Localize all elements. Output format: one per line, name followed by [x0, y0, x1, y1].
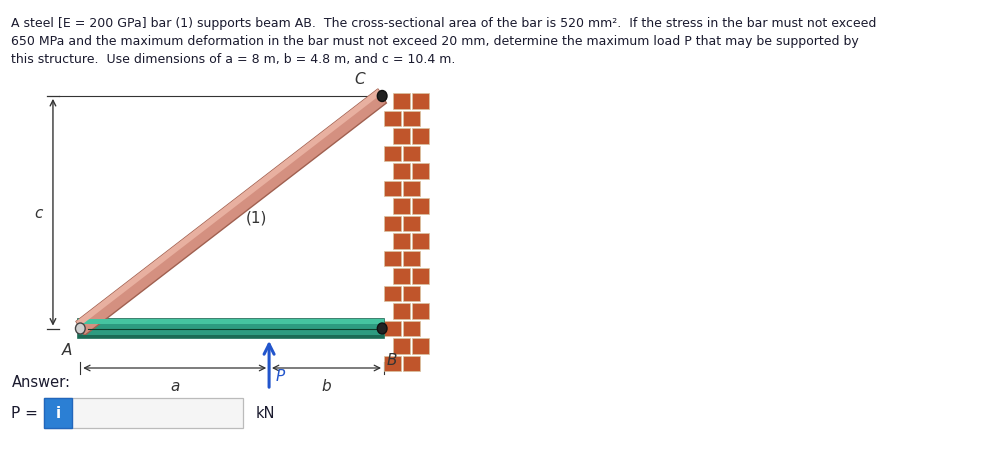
Text: P =: P =	[12, 406, 43, 421]
Circle shape	[378, 323, 387, 334]
Bar	[384, 217, 401, 231]
Polygon shape	[77, 90, 381, 327]
Text: A: A	[62, 342, 73, 357]
Bar	[393, 129, 410, 144]
Bar	[412, 199, 430, 214]
Bar	[412, 129, 430, 144]
Bar	[403, 112, 420, 127]
Text: P: P	[276, 369, 284, 384]
Polygon shape	[77, 90, 387, 336]
Bar	[44, 398, 73, 428]
Bar	[412, 234, 430, 249]
Bar	[384, 147, 401, 162]
Bar	[393, 199, 410, 214]
Text: this structure.  Use dimensions of a = 8 m, b = 4.8 m, and c = 10.4 m.: this structure. Use dimensions of a = 8 …	[12, 53, 456, 66]
Bar	[403, 217, 420, 231]
Text: i: i	[56, 406, 61, 421]
Bar	[412, 269, 430, 284]
Text: b: b	[322, 378, 332, 393]
Bar	[393, 234, 410, 249]
Bar	[393, 164, 410, 179]
Bar	[412, 164, 430, 179]
Bar	[403, 147, 420, 162]
Bar	[77, 336, 384, 338]
Bar	[393, 269, 410, 284]
Bar	[403, 356, 420, 371]
Text: B: B	[387, 353, 397, 368]
Text: (1): (1)	[245, 210, 267, 225]
Text: c: c	[34, 205, 43, 220]
Text: C: C	[354, 72, 365, 87]
Text: Answer:: Answer:	[12, 374, 71, 389]
Bar	[403, 321, 420, 336]
Bar	[412, 304, 430, 319]
Bar	[384, 287, 401, 301]
Circle shape	[76, 323, 85, 334]
Bar	[44, 398, 242, 428]
Text: kN: kN	[256, 406, 276, 421]
Bar	[384, 181, 401, 197]
Bar	[412, 94, 430, 109]
Bar	[393, 339, 410, 354]
Bar	[384, 251, 401, 267]
Text: A steel [E = 200 GPa] bar (1) supports beam AB.  The cross-sectional area of the: A steel [E = 200 GPa] bar (1) supports b…	[12, 17, 877, 30]
Text: 650 MPa and the maximum deformation in the bar must not exceed 20 mm, determine : 650 MPa and the maximum deformation in t…	[12, 35, 859, 48]
Bar	[403, 287, 420, 301]
Bar	[403, 181, 420, 197]
Bar	[77, 319, 384, 325]
Circle shape	[378, 91, 387, 102]
Bar	[393, 94, 410, 109]
Bar	[384, 321, 401, 336]
Bar	[403, 251, 420, 267]
Bar	[412, 339, 430, 354]
Bar	[393, 304, 410, 319]
Bar	[77, 319, 384, 338]
Bar	[384, 356, 401, 371]
Text: a: a	[170, 378, 180, 393]
Bar	[384, 112, 401, 127]
